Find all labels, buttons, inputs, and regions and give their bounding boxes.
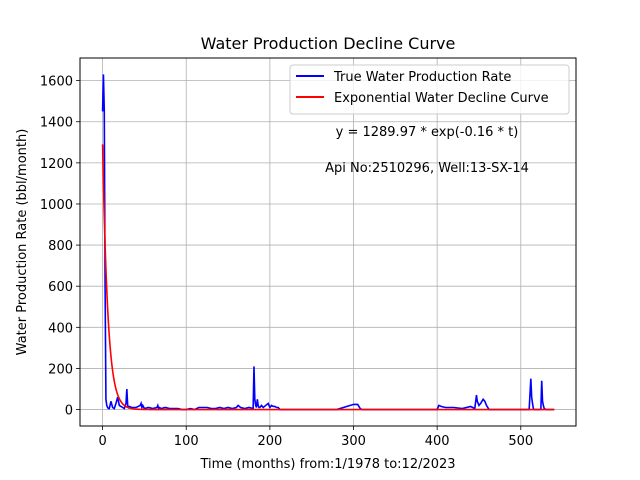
- x-tick-label: 400: [425, 434, 450, 449]
- axes-frame: [79, 57, 577, 427]
- plot-area: [101, 74, 555, 411]
- chart-title: Water Production Decline Curve: [201, 34, 456, 53]
- y-tick-label: 1600: [40, 75, 73, 90]
- exponential-decline-curve-line: [101, 144, 555, 411]
- y-tick-label: 800: [48, 239, 73, 254]
- equation-annotation: y = 1289.97 * exp(-0.16 * t): [336, 125, 519, 140]
- x-tick-label: 0: [98, 434, 106, 449]
- legend-label-fit: Exponential Water Decline Curve: [334, 91, 549, 106]
- y-tick-label: 1400: [40, 116, 73, 131]
- y-tick-label: 1000: [40, 198, 73, 213]
- y-tick-label: 600: [48, 280, 73, 295]
- legend-box: [289, 64, 570, 115]
- x-tick-label: 500: [508, 434, 533, 449]
- y-tick-label: 0: [65, 404, 73, 419]
- y-axis-label: Water Production Rate (bbl/month): [15, 129, 30, 356]
- y-tick-label: 400: [48, 321, 73, 336]
- legend-label-true: True Water Production Rate: [333, 70, 511, 85]
- y-ticks: 0 200 400 600 800 1000 1200 1400 1600: [40, 75, 80, 419]
- x-tick-label: 200: [257, 434, 282, 449]
- x-ticks: 0 100 200 300 400 500: [98, 426, 533, 449]
- grid: [80, 58, 576, 426]
- x-tick-label: 100: [174, 434, 199, 449]
- x-tick-label: 300: [341, 434, 366, 449]
- x-axis-label: Time (months) from:1/1978 to:12/2023: [199, 457, 455, 472]
- y-tick-label: 200: [48, 362, 73, 377]
- well-annotation: Api No:2510296, Well:13-SX-14: [325, 161, 529, 176]
- y-tick-label: 1200: [40, 157, 73, 172]
- legend: True Water Production Rate Exponential W…: [289, 64, 570, 115]
